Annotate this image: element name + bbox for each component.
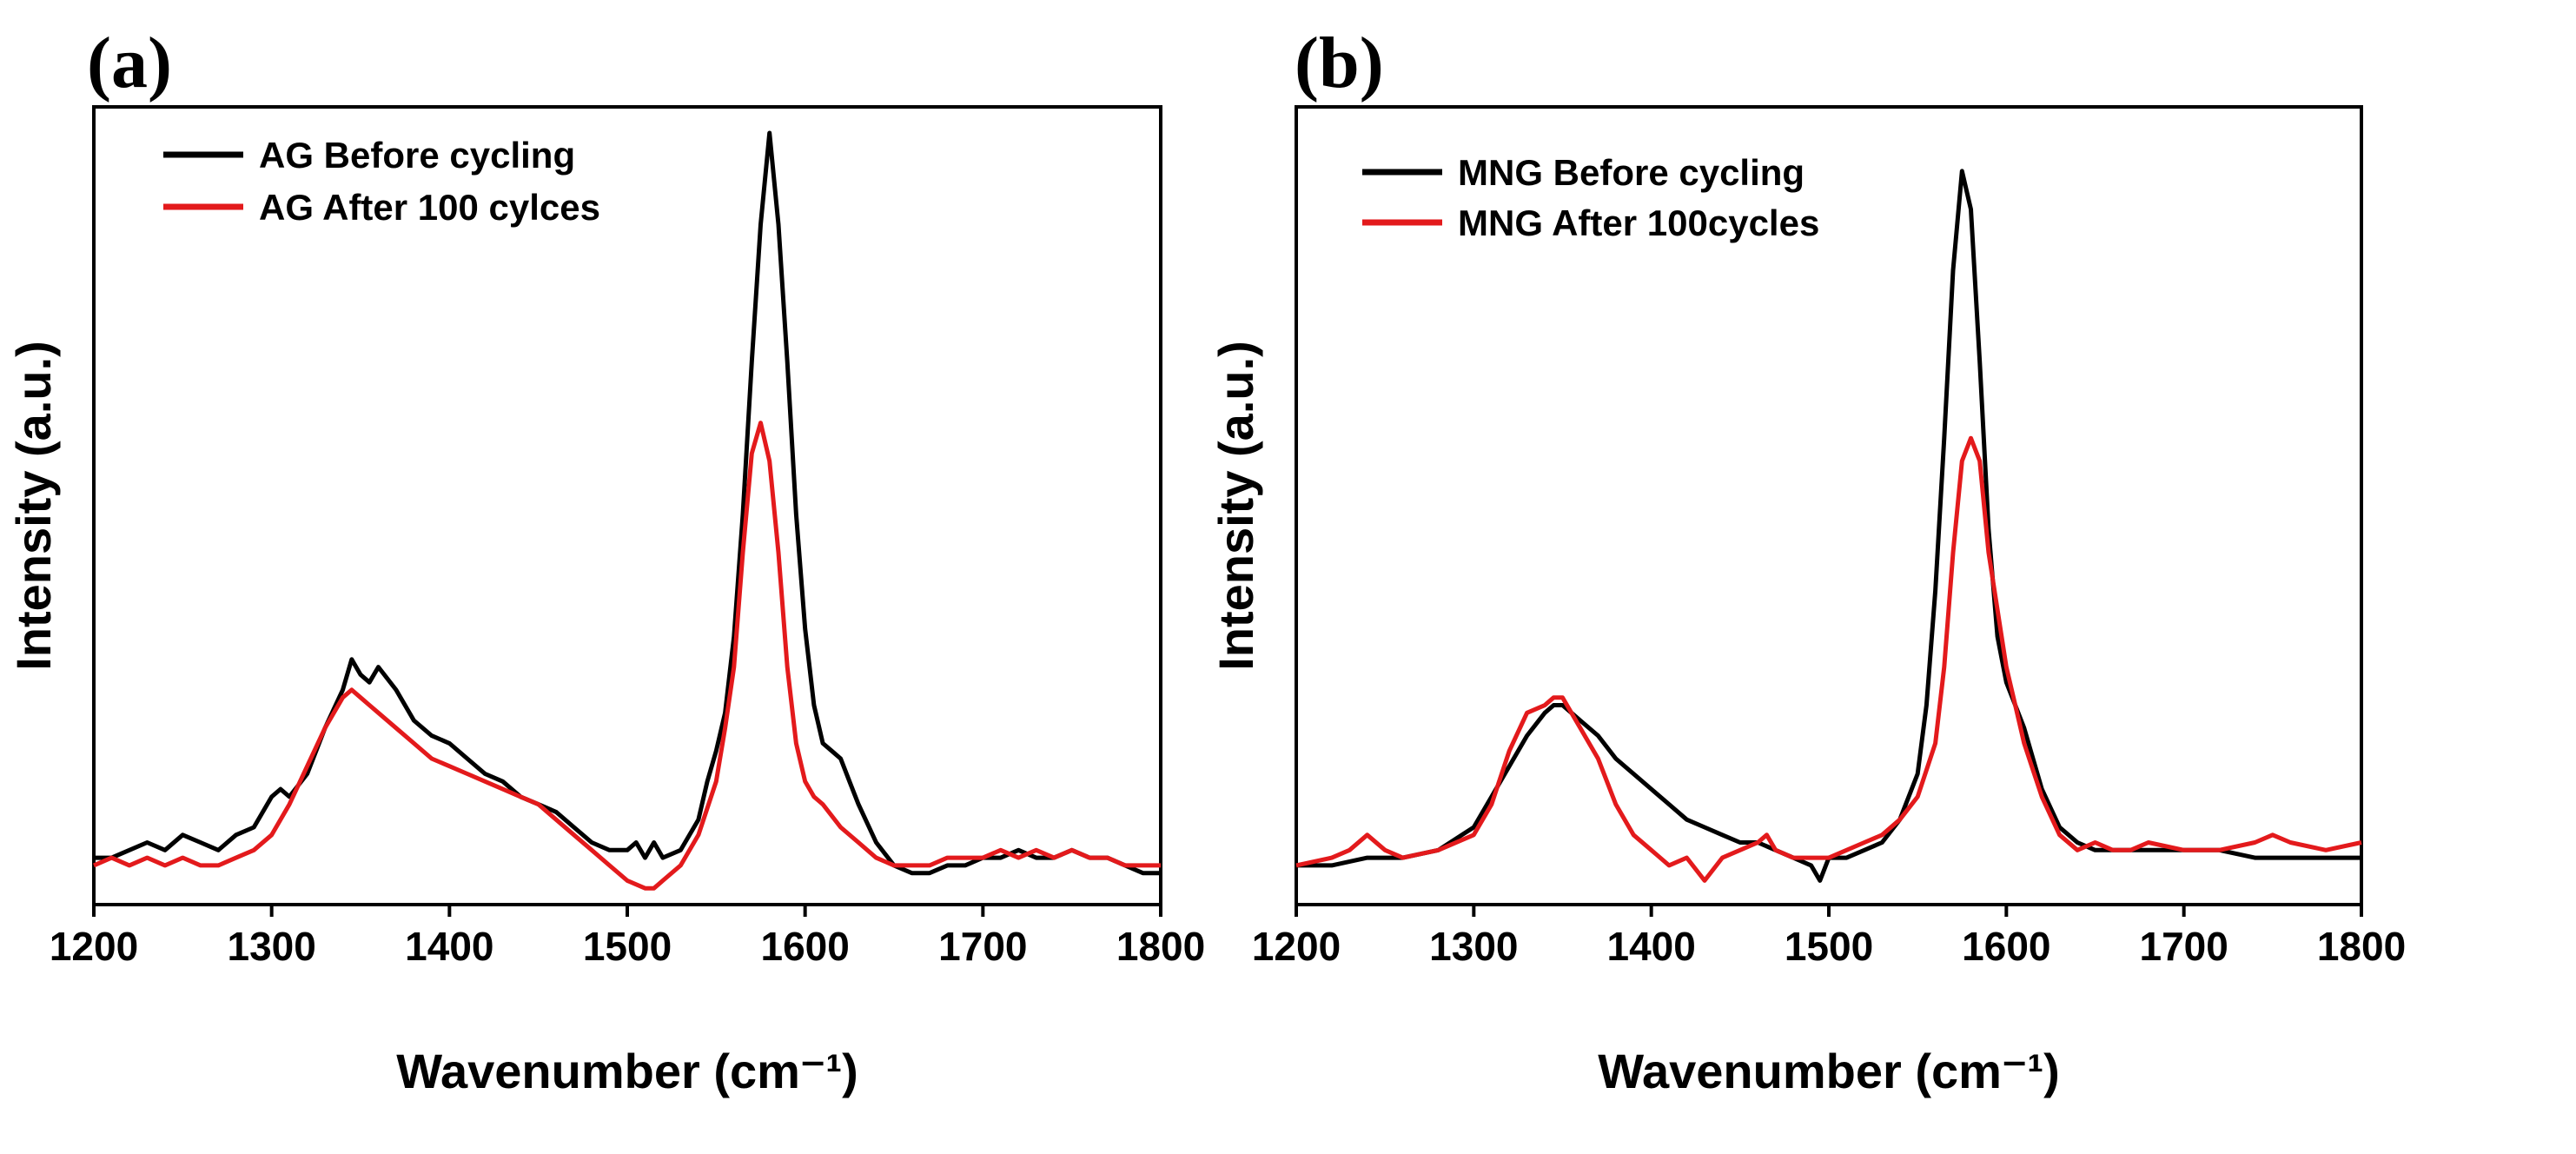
panel-b-xtick-label-2: 1400 [1606,924,1695,969]
panel-a-xtick-label-0: 1200 [50,924,138,969]
panel-a-xtick-label-3: 1500 [583,924,672,969]
panel-a-series-line-0 [94,130,1161,876]
panel-a: (a) Wavenumber (cm⁻¹) Intensity (a.u.) 1… [6,23,1205,1098]
panel-b: (b) Wavenumber (cm⁻¹) Intensity (a.u.) 1… [1209,23,2406,1098]
panel-a-xtick-label-1: 1300 [227,924,315,969]
panel-a-xticks: 1200 1300 1400 1500 1600 1700 1800 [50,905,1205,969]
panel-a-xtick-label-2: 1400 [405,924,493,969]
legend-b-label-0: MNG Before cycling [1458,152,1805,193]
panel-b-xtick-label-0: 1200 [1252,924,1341,969]
panel-b-xtick-label-3: 1500 [1785,924,1873,969]
panel-b-xtick-label-6: 1800 [2317,924,2406,969]
panel-a-label: (a) [87,23,172,103]
panel-b-label: (b) [1295,23,1384,103]
panel-a-xtick-label-6: 1800 [1116,924,1205,969]
legend-a-label-1: AG After 100 cylces [259,187,600,228]
panel-b-series [1295,169,2362,883]
panel-b-ylabel: Intensity (a.u.) [1209,341,1263,671]
panel-a-xtick-label-5: 1700 [938,924,1027,969]
panel-b-xlabel: Wavenumber (cm⁻¹) [1598,1044,2060,1098]
panel-b-series-line-0 [1296,169,2361,883]
panel-b-xtick-label-5: 1700 [2139,924,2228,969]
panel-b-series-line-1 [1295,435,2362,883]
panel-a-series [93,130,1161,891]
panel-b-xtick-label-4: 1600 [1962,924,2050,969]
panel-a-series-line-1 [93,421,1161,891]
panel-a-xlabel: Wavenumber (cm⁻¹) [396,1044,858,1098]
panel-a-legend: AG Before cycling AG After 100 cylces [163,135,600,228]
panel-b-xticks: 1200 1300 1400 1500 1600 1700 1800 [1252,905,2406,969]
panel-a-frame [92,105,1162,906]
panel-b-frame [1295,105,2363,906]
panel-b-xtick-label-1: 1300 [1429,924,1518,969]
panel-b-legend: MNG Before cycling MNG After 100cycles [1362,152,1819,243]
legend-a-label-0: AG Before cycling [259,135,575,176]
panel-a-ylabel: Intensity (a.u.) [6,341,61,671]
panel-a-xtick-label-4: 1600 [760,924,849,969]
legend-b-label-1: MNG After 100cycles [1458,202,1819,243]
